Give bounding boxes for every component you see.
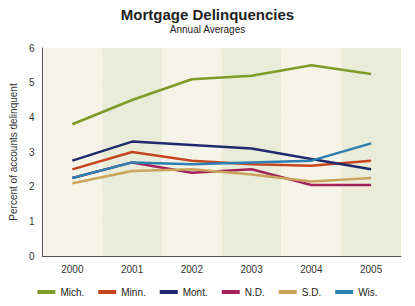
svg-text:0: 0 [29, 251, 35, 262]
svg-text:2001: 2001 [121, 264, 144, 275]
svg-text:Mont.: Mont. [183, 287, 208, 298]
svg-text:6: 6 [29, 43, 35, 54]
svg-text:2004: 2004 [300, 264, 323, 275]
svg-text:Minn.: Minn. [121, 287, 145, 298]
svg-text:2005: 2005 [360, 264, 383, 275]
svg-text:Wis.: Wis. [358, 287, 377, 298]
svg-text:Mich.: Mich. [60, 287, 84, 298]
svg-text:Percent of accounts delinquent: Percent of accounts delinquent [8, 83, 19, 221]
svg-text:2000: 2000 [61, 264, 84, 275]
svg-text:3: 3 [29, 147, 35, 158]
svg-text:4: 4 [29, 112, 35, 123]
svg-text:Annual Averages: Annual Averages [170, 24, 245, 35]
svg-text:2003: 2003 [240, 264, 263, 275]
svg-text:S.D.: S.D. [302, 287, 321, 298]
svg-text:1: 1 [29, 216, 35, 227]
svg-text:2: 2 [29, 181, 35, 192]
svg-text:5: 5 [29, 77, 35, 88]
svg-text:2002: 2002 [181, 264, 204, 275]
svg-text:Mortgage Delinquencies: Mortgage Delinquencies [121, 6, 294, 23]
svg-text:N.D.: N.D. [245, 287, 265, 298]
